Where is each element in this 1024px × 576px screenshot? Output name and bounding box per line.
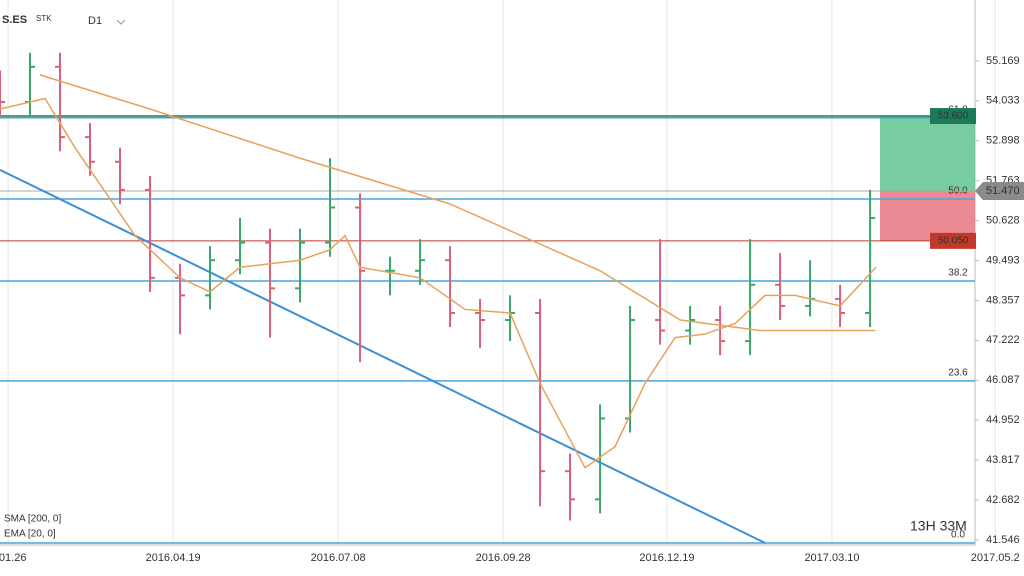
x-tick-label: 6.01.26 bbox=[0, 552, 26, 564]
y-tick-label: 42.682 bbox=[986, 494, 1020, 506]
indicator-line bbox=[0, 97, 877, 469]
x-tick-label: 2016.07.08 bbox=[311, 552, 366, 564]
dropdown-arrow[interactable] bbox=[116, 19, 126, 25]
legend-entry: EMA [20, 0] bbox=[4, 529, 56, 540]
y-tick-label: 48.357 bbox=[986, 294, 1020, 306]
y-tick-label: 44.952 bbox=[986, 414, 1020, 426]
take-profit-tag-bg bbox=[930, 108, 976, 125]
y-tick-label: 43.817 bbox=[986, 454, 1020, 466]
fib-label: 38.2 bbox=[948, 268, 968, 279]
x-tick-label: 2016.12.19 bbox=[639, 552, 694, 564]
x-tick-label: 2016.04.19 bbox=[146, 552, 201, 564]
y-tick-label: 49.493 bbox=[986, 254, 1020, 266]
current-price-tag-bg bbox=[975, 181, 1024, 200]
y-tick-label: 55.169 bbox=[986, 55, 1020, 67]
badge: STK bbox=[36, 14, 52, 23]
y-tick-label: 54.033 bbox=[986, 95, 1020, 107]
stop-loss-tag-bg bbox=[930, 232, 976, 249]
y-tick-label: 52.898 bbox=[986, 135, 1020, 147]
price-axis bbox=[975, 0, 1024, 576]
stop-loss-tag: 50.050 bbox=[938, 236, 969, 247]
timeframe[interactable]: D1 bbox=[88, 15, 102, 27]
y-tick-label: 47.222 bbox=[986, 334, 1020, 346]
current-price-tag: 51.470 bbox=[986, 185, 1020, 197]
trendline bbox=[0, 168, 766, 544]
y-tick-label: 46.087 bbox=[986, 374, 1020, 386]
x-tick-label: 2017.05.2 bbox=[971, 552, 1020, 564]
x-tick-label: 2016.09.28 bbox=[476, 552, 531, 564]
fib-label: 23.6 bbox=[948, 367, 968, 378]
countdown: 13H 33M bbox=[910, 518, 967, 534]
y-tick-label: 41.546 bbox=[986, 534, 1020, 546]
take-profit-tag: 53.600 bbox=[938, 111, 969, 122]
take-profit-zone bbox=[880, 116, 975, 191]
legend-entry: SMA [200, 0] bbox=[4, 514, 61, 525]
fib-label: 0.0 bbox=[951, 530, 965, 541]
indicator-line bbox=[39, 74, 876, 332]
symbol[interactable]: S.ES bbox=[2, 14, 27, 26]
x-tick-label: 2017.03.10 bbox=[804, 552, 859, 564]
y-tick-label: 50.628 bbox=[986, 214, 1020, 226]
